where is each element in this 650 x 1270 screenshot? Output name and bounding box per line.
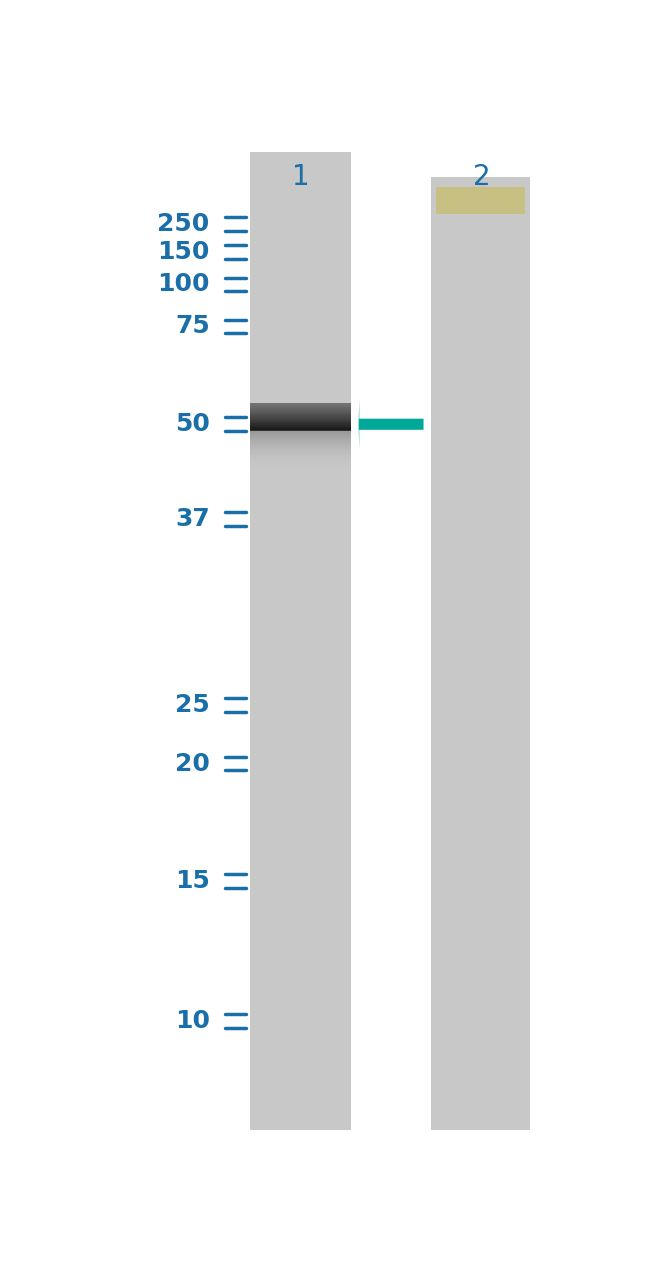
Text: 25: 25 <box>175 693 210 716</box>
Text: 37: 37 <box>175 507 210 531</box>
Text: 10: 10 <box>175 1008 210 1033</box>
Text: 20: 20 <box>175 752 210 776</box>
Bar <box>436 187 525 215</box>
Text: 250: 250 <box>157 212 210 236</box>
Text: 1: 1 <box>292 163 309 190</box>
Text: 50: 50 <box>175 413 210 437</box>
Text: 2: 2 <box>473 163 491 190</box>
Bar <box>250 152 351 1130</box>
Text: 150: 150 <box>157 240 210 264</box>
Bar <box>432 177 530 1130</box>
Text: 75: 75 <box>175 315 210 339</box>
Text: 15: 15 <box>175 869 210 893</box>
Text: 100: 100 <box>157 273 210 296</box>
